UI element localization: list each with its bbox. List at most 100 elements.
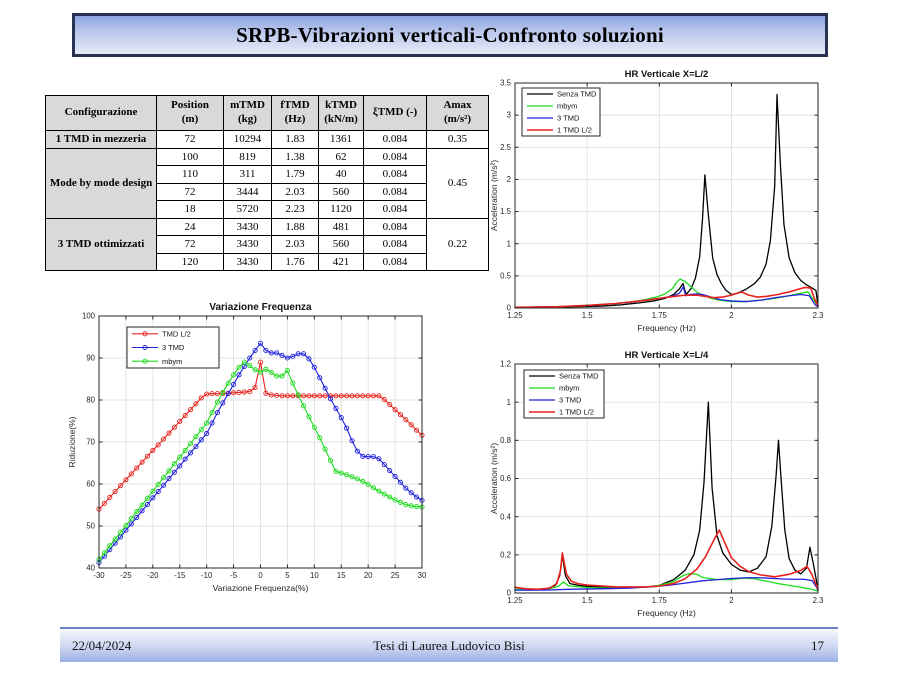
- table-cell: 819: [223, 147, 272, 166]
- config-label-cell: Mode by mode design: [45, 147, 157, 219]
- table-row: 1 TMD in mezzeria 72 10294 1.83 1361 0.084 0.3…: [45, 130, 489, 149]
- chart-hr-verticale-l4-svg: 1.25 1.5 1.75 2 2.3 0 0.2 0.4 0.6 0.8 1 1.2 HR Verti…: [489, 350, 824, 618]
- svg-text:1.5: 1.5: [582, 311, 594, 320]
- table-header: fTMD (Hz): [271, 95, 319, 131]
- svg-text:1: 1: [507, 398, 511, 407]
- table-cell: 2.03: [271, 235, 319, 254]
- table-cell: 2.03: [271, 182, 319, 201]
- svg-text:Frequency (Hz): Frequency (Hz): [637, 608, 696, 618]
- svg-text:50: 50: [86, 522, 95, 531]
- svg-text:Acceleration (m/s²): Acceleration (m/s²): [489, 160, 499, 231]
- svg-text:0.6: 0.6: [500, 474, 511, 483]
- table-cell: 3430: [223, 235, 272, 254]
- svg-text:2: 2: [729, 311, 733, 320]
- configurations-table: Configurazione Position (m) mTMD (kg) fTMD (Hz…: [45, 95, 489, 271]
- svg-text:25: 25: [391, 571, 400, 580]
- table-row: 120 3430 1.76 421 0.084: [46, 252, 489, 271]
- table-header: Amax (m/s²): [426, 95, 489, 131]
- table-cell: 62: [318, 147, 364, 166]
- svg-text:Senza TMD: Senza TMD: [559, 372, 599, 381]
- amax-cell: 0.35: [426, 130, 489, 149]
- table-row: 3 TMD ottimizzati 24 3430 1.88 481 0.084 0.22: [45, 217, 489, 271]
- amax-cell: 0.45: [426, 147, 489, 219]
- svg-text:Riduzione(%): Riduzione(%): [67, 416, 77, 467]
- svg-text:5: 5: [285, 571, 290, 580]
- svg-text:1.5: 1.5: [500, 207, 512, 216]
- table-cell: 1.38: [271, 147, 319, 166]
- svg-text:2.5: 2.5: [500, 143, 512, 152]
- table-header: kTMD (kN/m): [318, 95, 364, 131]
- svg-text:mbym: mbym: [162, 357, 182, 366]
- svg-text:1 TMD L/2: 1 TMD L/2: [557, 126, 592, 135]
- table-cell: 421: [318, 252, 364, 271]
- config-label-cell: 3 TMD ottimizzati: [45, 217, 157, 271]
- table-cell: 72: [156, 130, 224, 149]
- svg-text:-30: -30: [93, 571, 105, 580]
- svg-text:80: 80: [86, 396, 95, 405]
- svg-text:0.2: 0.2: [500, 550, 511, 559]
- table-cell: 0.084: [363, 165, 427, 184]
- table-cell: 100: [156, 147, 224, 166]
- svg-text:3 TMD: 3 TMD: [557, 114, 580, 123]
- svg-text:0.5: 0.5: [500, 271, 512, 280]
- svg-text:1.25: 1.25: [507, 596, 523, 605]
- table-row: 72 3430 2.03 560 0.084: [46, 235, 489, 254]
- svg-text:20: 20: [364, 571, 373, 580]
- svg-text:1: 1: [507, 239, 511, 248]
- table-cell: 0.084: [363, 147, 427, 166]
- table-cell: 40: [318, 165, 364, 184]
- table-cell: 0.084: [363, 235, 427, 254]
- svg-text:1.2: 1.2: [500, 360, 511, 369]
- table-cell: 1.76: [271, 252, 319, 271]
- svg-text:HR Verticale X=L/2: HR Verticale X=L/2: [625, 69, 709, 80]
- footer-page-number: 17: [811, 637, 824, 653]
- svg-text:0: 0: [507, 304, 512, 313]
- svg-text:Senza TMD: Senza TMD: [557, 90, 597, 99]
- svg-text:mbym: mbym: [557, 102, 577, 111]
- table-cell: 1.79: [271, 165, 319, 184]
- svg-text:Variazione Frequenza: Variazione Frequenza: [209, 302, 312, 313]
- slide-title-bar: SRPB-Vibrazioni verticali-Confronto solu…: [72, 13, 828, 57]
- table-cell: 1361: [318, 130, 364, 149]
- table-cell: 0.084: [363, 217, 427, 236]
- svg-text:3 TMD: 3 TMD: [559, 396, 582, 405]
- svg-text:HR Verticale X=L/4: HR Verticale X=L/4: [625, 350, 709, 361]
- svg-text:Frequency (Hz): Frequency (Hz): [637, 323, 696, 333]
- footer-author: Tesi di Laurea Ludovico Bisi: [373, 637, 525, 653]
- table-header: mTMD (kg): [223, 95, 272, 131]
- svg-text:2: 2: [507, 175, 511, 184]
- svg-text:0.8: 0.8: [500, 436, 511, 445]
- svg-text:0.4: 0.4: [500, 512, 512, 521]
- table-cell: 10294: [223, 130, 272, 149]
- table-cell: 0.084: [363, 130, 427, 149]
- table-row: Mode by mode design 100 819 1.38 62 0.084 0.45: [45, 147, 489, 219]
- table-cell: 560: [318, 235, 364, 254]
- svg-text:3: 3: [507, 111, 511, 120]
- configurations-table-wrap: Configurazione Position (m) mTMD (kg) fTMD (Hz…: [45, 95, 489, 271]
- footer-date: 22/04/2024: [72, 637, 132, 653]
- table-cell: 3444: [223, 182, 272, 201]
- table-header: ξTMD (-): [363, 95, 427, 131]
- chart-variazione-frequenza-svg: -30 -25 -20 -15 -10 -5 0 5 10 15 20 25 30 40 50 60 70 80 9…: [67, 302, 427, 593]
- table-cell: 18: [156, 200, 224, 219]
- svg-text:1.25: 1.25: [507, 311, 523, 320]
- table-cell: 110: [156, 165, 224, 184]
- table-cell: 481: [318, 217, 364, 236]
- table-cell: 0.084: [363, 182, 427, 201]
- svg-text:100: 100: [82, 312, 96, 321]
- table-cell: 0.084: [363, 200, 427, 219]
- svg-text:2.3: 2.3: [813, 596, 824, 605]
- svg-text:2.3: 2.3: [813, 311, 824, 320]
- svg-text:1 TMD L/2: 1 TMD L/2: [559, 408, 594, 417]
- chart-hr-verticale-l4: 1.25 1.5 1.75 2 2.3 0 0.2 0.4 0.6 0.8 1 1.2 HR Verti…: [488, 342, 848, 620]
- table-cell: 1.83: [271, 130, 319, 149]
- svg-text:Acceleration (m/s²): Acceleration (m/s²): [489, 443, 499, 514]
- table-cell: 24: [156, 217, 224, 236]
- svg-text:0: 0: [258, 571, 263, 580]
- svg-text:-5: -5: [230, 571, 238, 580]
- table-cell: 1.88: [271, 217, 319, 236]
- table-cell: 72: [156, 182, 224, 201]
- svg-text:90: 90: [86, 354, 95, 363]
- svg-text:2: 2: [729, 596, 733, 605]
- table-header: Configurazione: [45, 95, 157, 131]
